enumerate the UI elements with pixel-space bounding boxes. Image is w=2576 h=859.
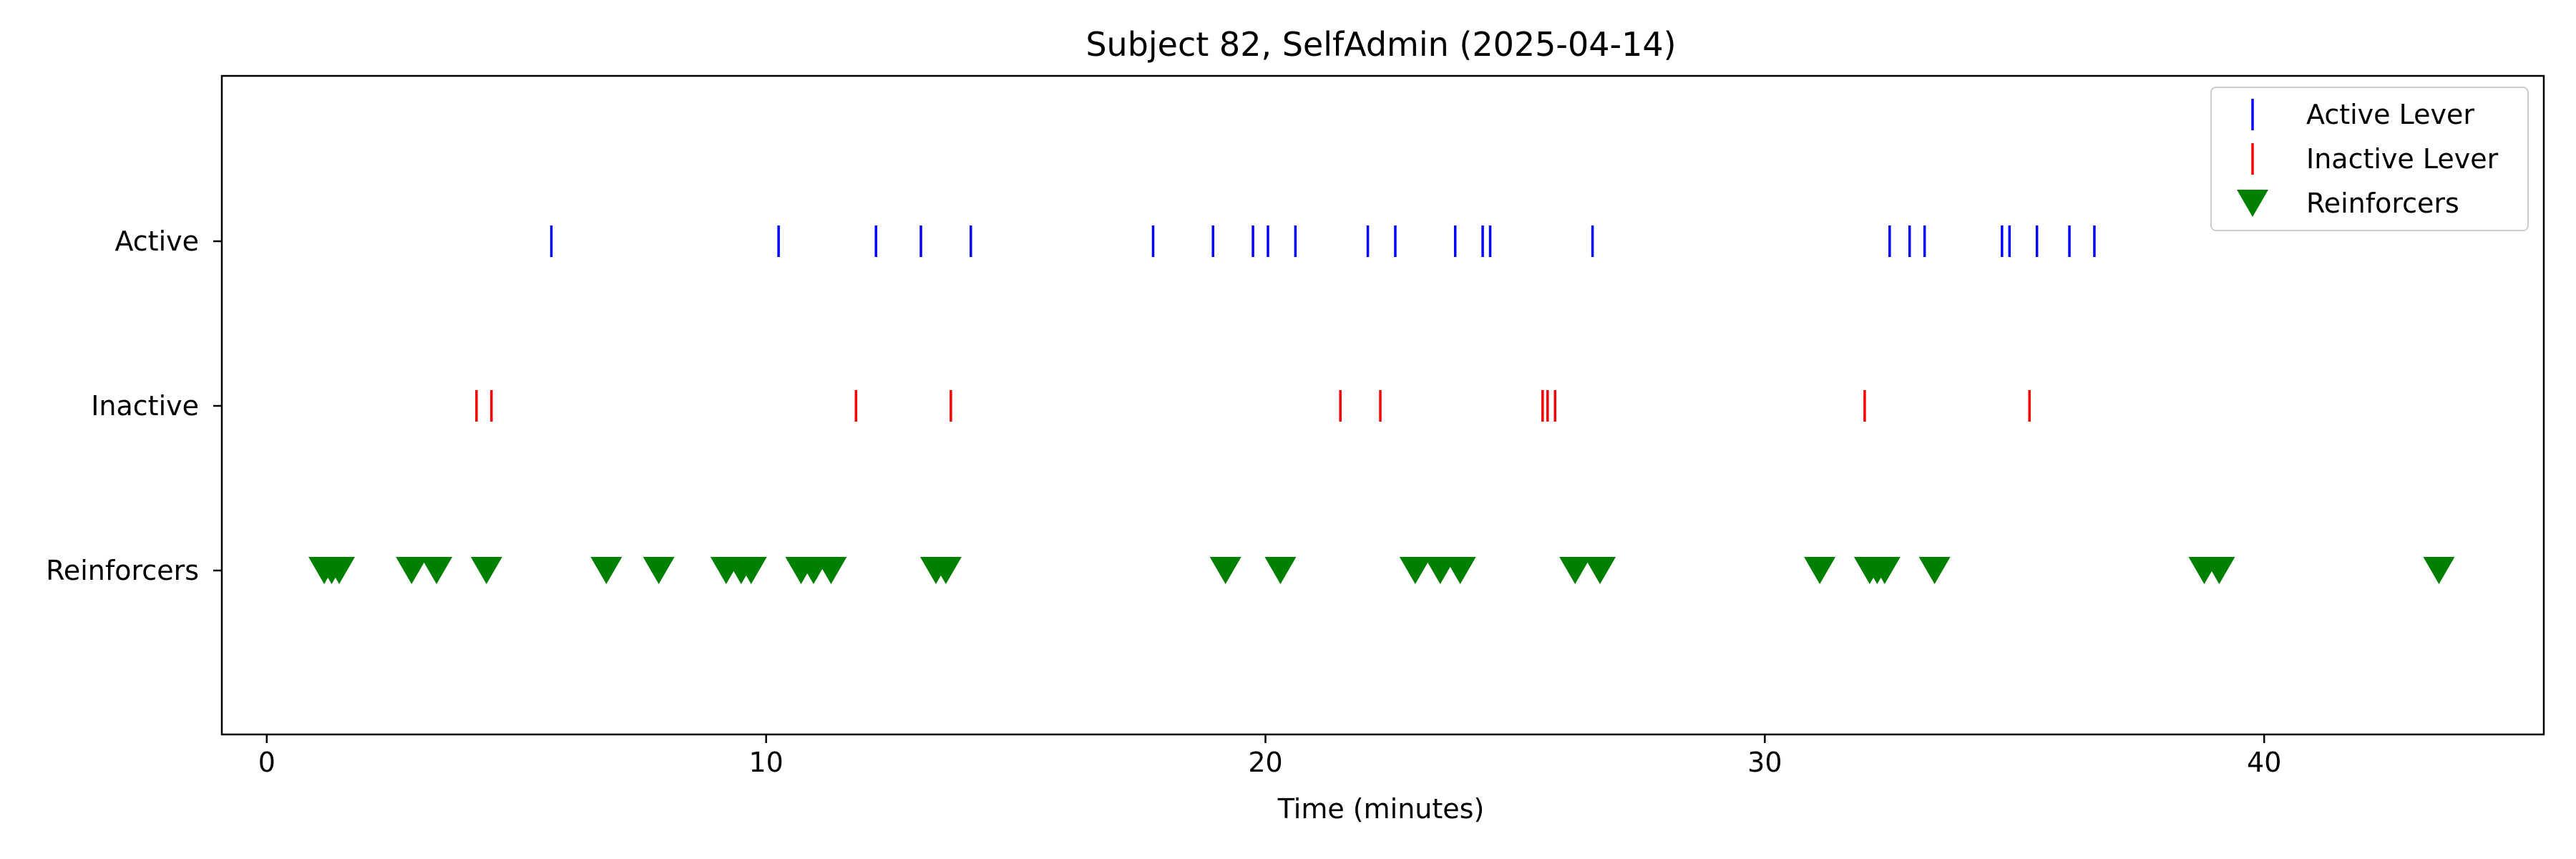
reinforcer-mark bbox=[1264, 557, 1297, 584]
reinforcer-mark bbox=[1918, 557, 1951, 584]
series-reinforcers bbox=[308, 557, 2455, 584]
plot-area bbox=[220, 74, 2545, 736]
reinforcer-mark bbox=[2203, 557, 2235, 584]
reinforcer-mark bbox=[735, 557, 767, 584]
legend-box bbox=[2210, 87, 2529, 231]
x-tick-label: 10 bbox=[748, 747, 783, 778]
legend-label: Active Lever bbox=[2306, 99, 2474, 130]
reinforcer-mark bbox=[1584, 557, 1616, 584]
x-axis-label: Time (minutes) bbox=[1277, 793, 1485, 825]
legend-swatch bbox=[2237, 190, 2268, 217]
chart-marks bbox=[308, 225, 2455, 584]
reinforcer-mark bbox=[1559, 557, 1591, 584]
legend-label: Inactive Lever bbox=[2306, 143, 2499, 175]
x-tick-label: 40 bbox=[2247, 747, 2281, 778]
y-tick-label: Reinforcers bbox=[46, 555, 199, 586]
series-inactive-lever bbox=[475, 390, 2031, 422]
series-active-lever bbox=[550, 225, 2096, 257]
reinforcer-mark bbox=[396, 557, 428, 584]
legend-label: Reinforcers bbox=[2306, 188, 2459, 219]
reinforcer-mark bbox=[421, 557, 453, 584]
chart-title: Subject 82, SelfAdmin (2025-04-14) bbox=[1085, 25, 1676, 64]
x-tick-label: 30 bbox=[1747, 747, 1782, 778]
reinforcer-mark bbox=[930, 557, 962, 584]
reinforcer-mark bbox=[1804, 557, 1836, 584]
x-tick-label: 20 bbox=[1248, 747, 1282, 778]
reinforcer-mark bbox=[323, 557, 355, 584]
y-axis: Active Inactive Reinforcers bbox=[46, 225, 222, 586]
reinforcer-mark bbox=[643, 557, 675, 584]
reinforcer-mark bbox=[590, 557, 623, 584]
y-tick-label: Active bbox=[114, 225, 199, 257]
reinforcer-mark bbox=[815, 557, 847, 584]
x-axis: 0 10 20 30 40 bbox=[258, 734, 2281, 778]
reinforcer-mark bbox=[1868, 557, 1901, 584]
reinforcer-mark bbox=[1399, 557, 1431, 584]
reinforcer-mark bbox=[1424, 557, 1456, 584]
x-tick-label: 0 bbox=[258, 747, 275, 778]
reinforcer-mark bbox=[2423, 557, 2455, 584]
y-tick-label: Inactive bbox=[91, 390, 199, 422]
reinforcer-mark bbox=[1209, 557, 1241, 584]
reinforcer-mark bbox=[470, 557, 502, 584]
legend: Active Lever Inactive Lever Reinforcers bbox=[2210, 87, 2529, 231]
reinforcer-mark bbox=[1444, 557, 1476, 584]
